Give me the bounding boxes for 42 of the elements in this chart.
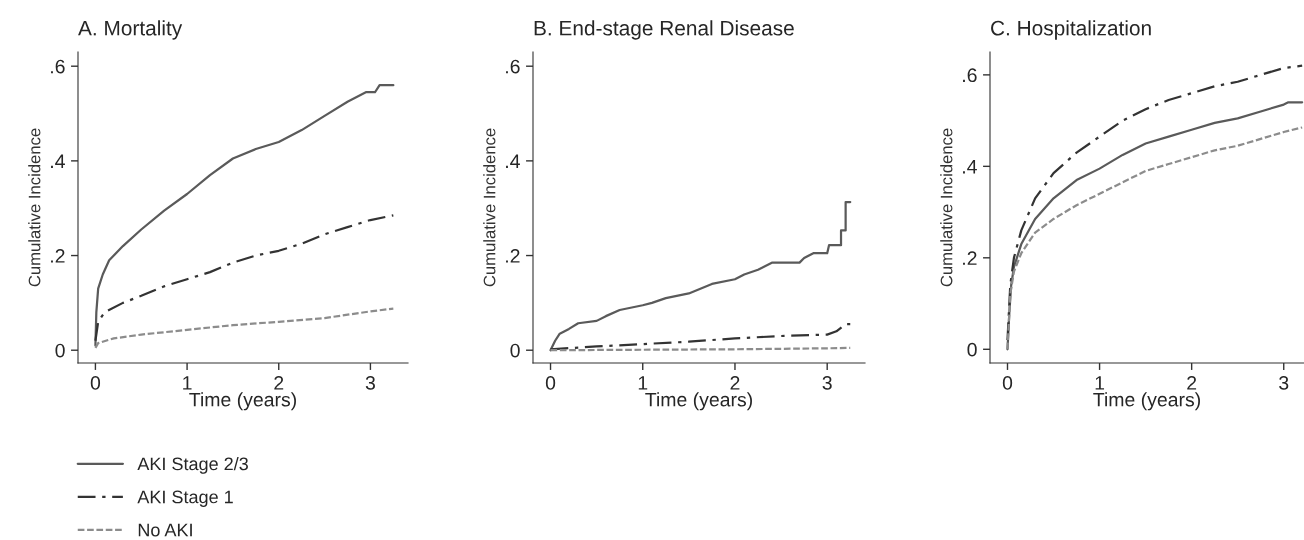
x-tick-label: 3 <box>365 376 375 390</box>
legend-label: AKI Stage 1 <box>137 490 233 507</box>
y-tick-label: .2 <box>51 249 65 263</box>
chart-title: B. End-stage Renal Disease <box>534 20 794 40</box>
y-tick-label: .4 <box>506 154 520 168</box>
y-tick-label: .2 <box>506 249 520 263</box>
x-tick-label: 1 <box>1095 376 1105 390</box>
legend-label: No AKI <box>138 523 192 537</box>
y-tick-label: .4 <box>963 160 977 174</box>
y-axis-title: Cumulative Incidence <box>483 128 496 287</box>
y-tick-label: 0 <box>510 343 520 358</box>
y-tick-label: .6 <box>51 59 65 74</box>
x-tick-label: 3 <box>822 376 832 390</box>
x-tick-label: 2 <box>274 376 284 390</box>
x-tick-label: 0 <box>1002 376 1013 390</box>
chart-title: A. Mortality <box>78 20 183 40</box>
x-axis-title: Time (years) <box>1093 392 1200 411</box>
y-axis-title: Cumulative Incidence <box>940 128 953 287</box>
chart-title: C. Hospitalization <box>991 20 1151 40</box>
x-tick-label: 1 <box>183 376 192 390</box>
y-tick-label: .6 <box>963 68 977 83</box>
y-tick-label: .6 <box>506 59 520 74</box>
x-tick-label: 2 <box>730 376 740 390</box>
line-series <box>94 214 395 342</box>
x-tick-label: 1 <box>638 376 648 390</box>
line-series <box>94 84 395 347</box>
line-series <box>94 307 395 349</box>
y-tick-label: 0 <box>967 342 977 357</box>
legend-label: AKI Stage 2/3 <box>137 457 248 474</box>
x-tick-label: 0 <box>90 376 101 390</box>
x-tick-label: 0 <box>545 376 556 390</box>
x-tick-label: 3 <box>1279 376 1289 390</box>
y-tick-label: 0 <box>55 343 65 358</box>
line-series <box>1006 64 1304 342</box>
line-series <box>549 323 852 351</box>
x-axis-title: Time (years) <box>645 392 752 411</box>
y-tick-label: .4 <box>51 154 65 168</box>
x-tick-label: 2 <box>1187 376 1197 390</box>
y-axis-title: Cumulative Incidence <box>28 128 41 287</box>
line-series <box>549 200 852 352</box>
x-axis-title: Time (years) <box>189 392 296 411</box>
y-tick-label: .2 <box>963 251 977 265</box>
